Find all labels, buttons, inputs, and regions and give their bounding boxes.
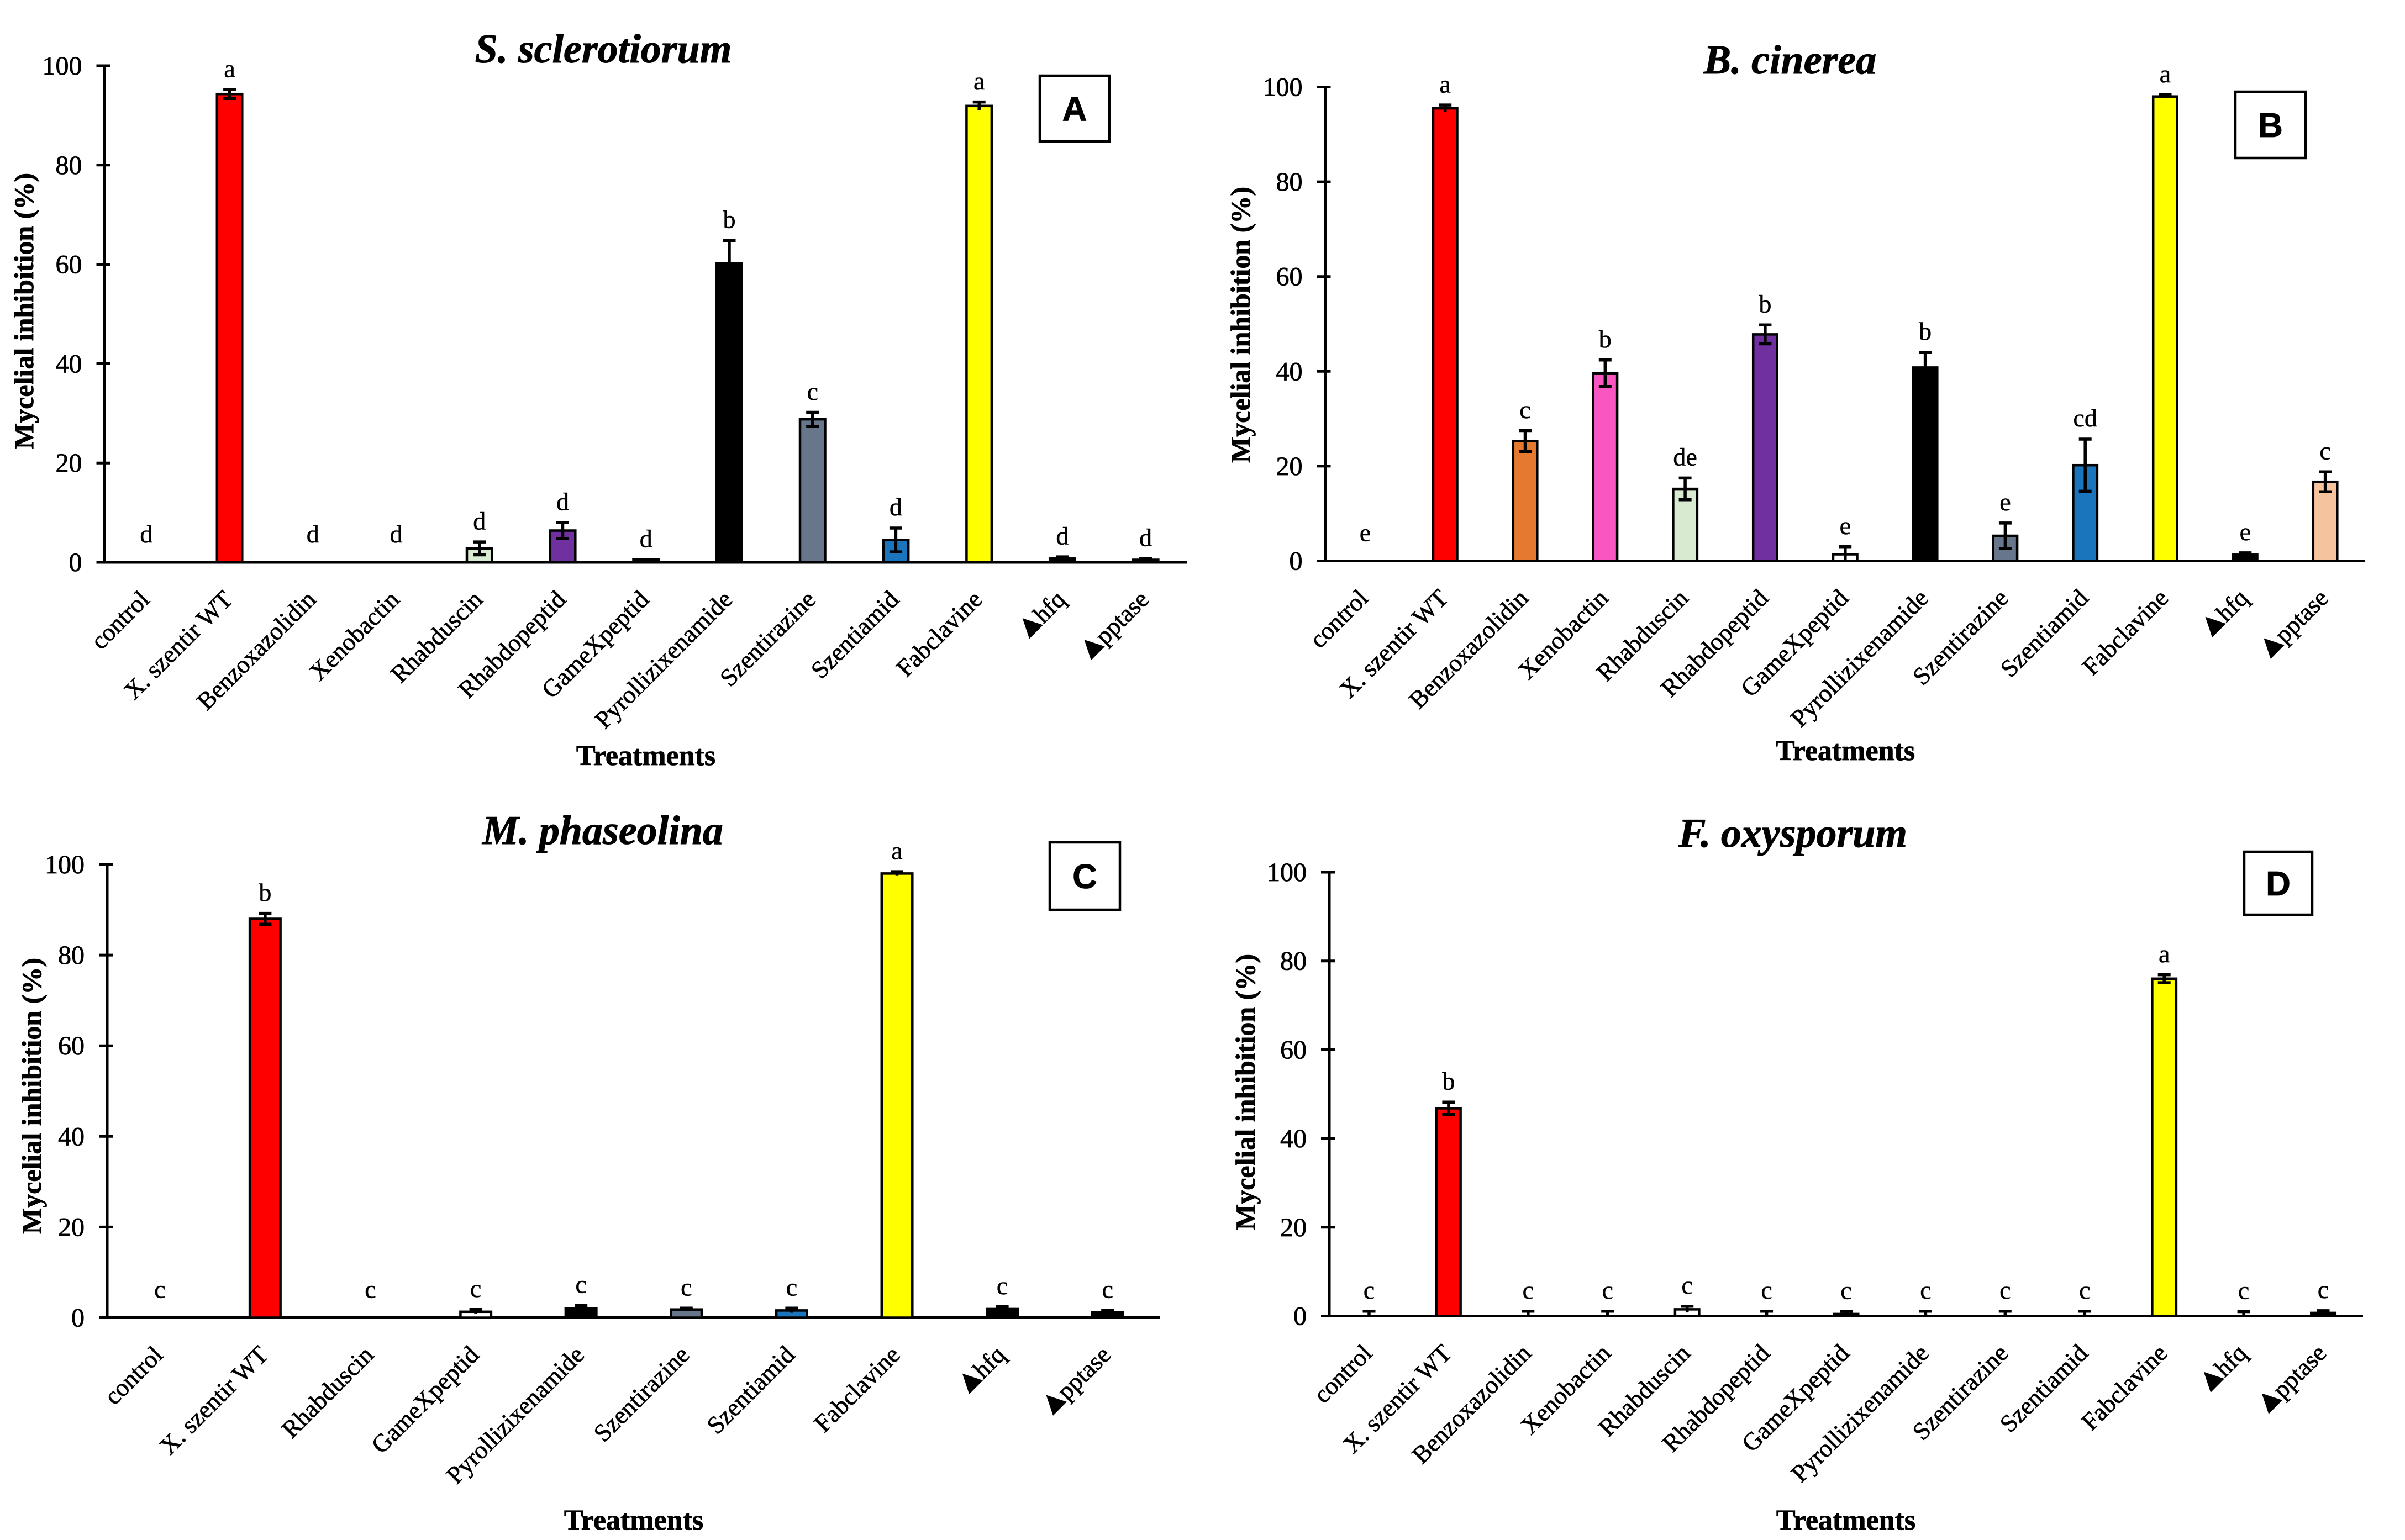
svg-text:c: c [154, 1275, 165, 1304]
svg-text:B: B [2258, 107, 2283, 145]
svg-text:100: 100 [1267, 858, 1307, 887]
svg-text:c: c [575, 1270, 586, 1299]
svg-text:80: 80 [58, 941, 85, 970]
svg-text:B. cinerea: B. cinerea [1703, 38, 1876, 83]
svg-text:c: c [1364, 1276, 1375, 1304]
svg-text:c: c [997, 1272, 1008, 1300]
svg-text:c: c [365, 1275, 376, 1304]
svg-text:d: d [640, 524, 652, 552]
svg-text:100: 100 [45, 850, 85, 879]
svg-text:c: c [1519, 395, 1530, 424]
svg-text:d: d [1056, 521, 1069, 550]
svg-text:b: b [1442, 1067, 1455, 1095]
svg-text:Mycelial inhibition (%): Mycelial inhibition (%) [1230, 954, 1261, 1230]
svg-text:40: 40 [56, 349, 82, 378]
svg-text:a: a [1439, 70, 1450, 98]
svg-text:c: c [1840, 1276, 1851, 1304]
svg-text:e: e [1999, 488, 2011, 516]
svg-text:e: e [1360, 519, 1371, 547]
svg-text:c: c [470, 1274, 481, 1302]
svg-text:c: c [786, 1273, 797, 1301]
svg-text:Treatments: Treatments [1776, 1505, 1915, 1536]
svg-text:cd: cd [2073, 404, 2097, 432]
svg-text:c: c [681, 1273, 692, 1301]
svg-text:S. sclerotiorum: S. sclerotiorum [475, 27, 732, 72]
svg-text:c: c [1761, 1276, 1772, 1304]
svg-text:60: 60 [1276, 262, 1303, 292]
svg-text:D: D [2266, 865, 2291, 903]
svg-text:c: c [1102, 1275, 1113, 1304]
svg-text:60: 60 [1280, 1035, 1307, 1064]
svg-text:c: c [1999, 1276, 2011, 1304]
svg-text:100: 100 [43, 51, 82, 81]
svg-text:40: 40 [58, 1122, 85, 1151]
svg-text:c: c [807, 377, 818, 405]
svg-text:a: a [2159, 940, 2170, 968]
svg-text:0: 0 [69, 548, 82, 577]
svg-text:0: 0 [1293, 1302, 1307, 1331]
svg-text:Mycelial inhibition (%): Mycelial inhibition (%) [1225, 187, 1256, 463]
svg-text:a: a [891, 836, 902, 864]
svg-text:80: 80 [1276, 167, 1303, 197]
svg-text:Treatments: Treatments [1776, 735, 1915, 767]
svg-text:60: 60 [56, 250, 82, 279]
svg-text:d: d [307, 520, 319, 548]
svg-text:40: 40 [1280, 1124, 1307, 1153]
svg-text:20: 20 [1276, 452, 1303, 481]
svg-text:d: d [473, 507, 486, 535]
svg-text:a: a [224, 54, 235, 82]
svg-text:Treatments: Treatments [564, 1505, 703, 1536]
svg-text:c: c [2238, 1277, 2249, 1305]
svg-text:Mycelial inhibition (%): Mycelial inhibition (%) [8, 173, 39, 449]
svg-text:de: de [1673, 443, 1697, 471]
svg-text:0: 0 [1290, 547, 1303, 576]
svg-text:c: c [1523, 1276, 1534, 1304]
svg-text:20: 20 [58, 1212, 85, 1242]
svg-text:d: d [140, 520, 152, 548]
svg-text:b: b [723, 205, 736, 234]
svg-text:Mycelial inhibition (%): Mycelial inhibition (%) [16, 958, 47, 1234]
svg-text:20: 20 [56, 449, 82, 478]
svg-text:a: a [2160, 60, 2171, 88]
svg-text:e: e [2240, 518, 2251, 546]
svg-text:60: 60 [58, 1031, 85, 1061]
svg-text:40: 40 [1276, 357, 1303, 386]
svg-text:0: 0 [71, 1304, 85, 1333]
svg-text:b: b [1919, 317, 1932, 345]
svg-text:C: C [1072, 858, 1097, 896]
svg-text:d: d [1139, 524, 1152, 552]
svg-text:Treatments: Treatments [576, 740, 715, 772]
svg-text:80: 80 [56, 151, 82, 180]
svg-text:20: 20 [1280, 1213, 1307, 1242]
svg-text:e: e [1840, 511, 1851, 540]
svg-text:c: c [1920, 1276, 1931, 1304]
svg-text:a: a [973, 67, 985, 95]
svg-text:d: d [390, 520, 403, 548]
svg-text:A: A [1062, 91, 1087, 129]
svg-text:b: b [259, 878, 271, 906]
svg-text:d: d [556, 487, 569, 515]
svg-text:b: b [1759, 290, 1771, 318]
svg-text:M. phaseolina: M. phaseolina [482, 808, 723, 853]
svg-text:100: 100 [1263, 73, 1303, 102]
svg-text:c: c [1602, 1276, 1613, 1304]
svg-text:80: 80 [1280, 947, 1307, 976]
svg-text:c: c [2318, 1275, 2329, 1304]
svg-text:c: c [1681, 1271, 1692, 1299]
svg-text:c: c [2319, 436, 2330, 465]
svg-text:b: b [1599, 325, 1612, 353]
svg-text:c: c [2079, 1276, 2090, 1304]
svg-text:F. oxysporum: F. oxysporum [1678, 811, 1907, 856]
svg-text:d: d [890, 493, 902, 521]
